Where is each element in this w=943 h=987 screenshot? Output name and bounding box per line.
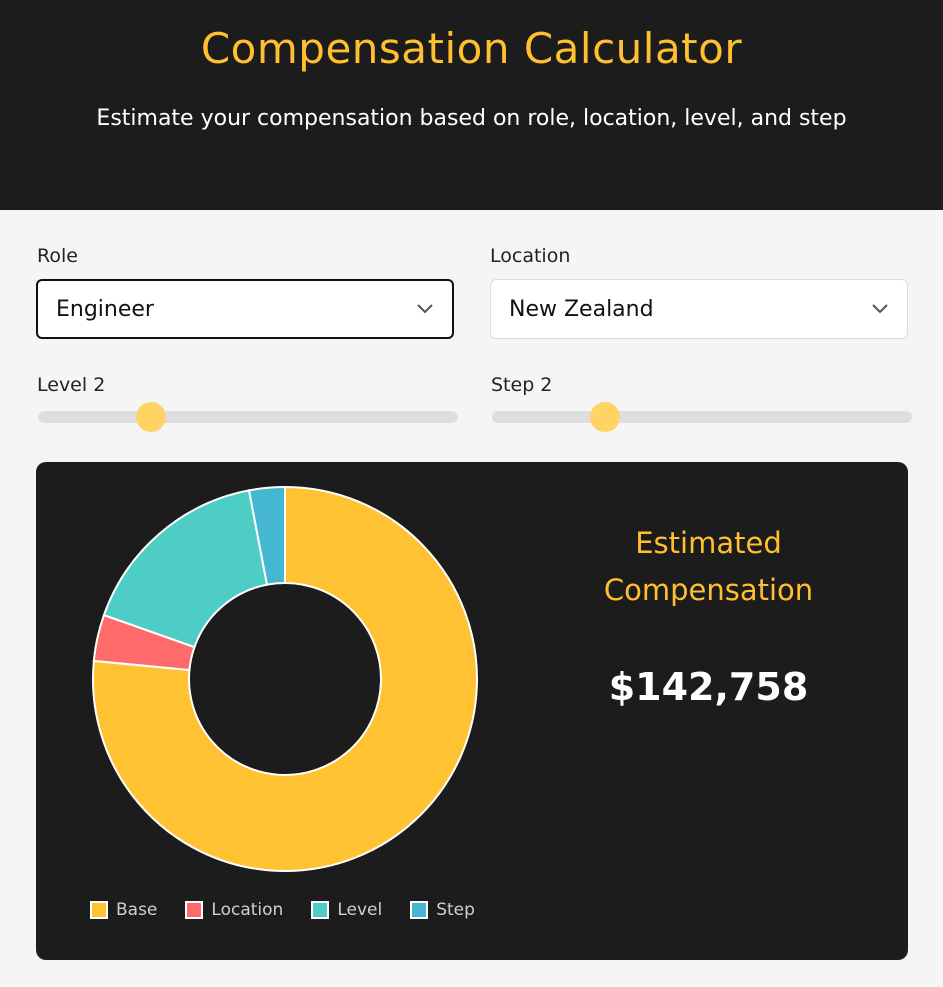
legend-item-base[interactable]: Base [90, 900, 157, 920]
legend-swatch [410, 901, 429, 919]
legend-item-step[interactable]: Step [410, 900, 475, 920]
legend-label: Level [337, 900, 383, 920]
step-slider[interactable] [492, 402, 912, 432]
role-select[interactable]: Engineer [36, 279, 454, 339]
location-label: Location [490, 245, 571, 267]
compensation-donut-chart [92, 485, 478, 872]
level-slider-thumb[interactable] [136, 402, 167, 432]
donut-slice-base[interactable] [92, 485, 478, 872]
legend-swatch [90, 901, 108, 919]
role-value: Engineer [56, 296, 154, 322]
legend-label: Step [436, 900, 475, 920]
legend-label: Location [211, 900, 284, 920]
legend-swatch [311, 901, 330, 919]
page-header: Compensation Calculator Estimate your co… [0, 0, 943, 210]
level-label: Level 2 [37, 374, 106, 396]
location-value: New Zealand [509, 296, 654, 322]
legend-item-level[interactable]: Level [311, 900, 382, 920]
result-panel: Estimated Compensation $142,758 Base Loca… [36, 462, 908, 960]
step-slider-thumb[interactable] [590, 402, 621, 432]
level-slider[interactable] [38, 402, 458, 432]
legend-swatch [185, 901, 204, 919]
page-title: Compensation Calculator [200, 24, 743, 73]
page-subtitle: Estimate your compensation based on role… [96, 106, 847, 131]
chevron-down-icon [417, 304, 433, 314]
role-label: Role [37, 245, 78, 267]
chart-legend: Base Location Level Step [90, 900, 475, 920]
estimated-compensation-value: $142,758 [608, 665, 809, 709]
chevron-down-icon [872, 304, 888, 314]
step-label: Step 2 [491, 374, 553, 396]
donut-slice-level[interactable] [102, 489, 269, 649]
estimated-compensation-title: Estimated Compensation [603, 526, 814, 607]
legend-label: Base [116, 900, 158, 920]
legend-item-location[interactable]: Location [185, 900, 283, 920]
donut-slice-step[interactable] [247, 485, 286, 586]
location-select[interactable]: New Zealand [490, 279, 908, 339]
